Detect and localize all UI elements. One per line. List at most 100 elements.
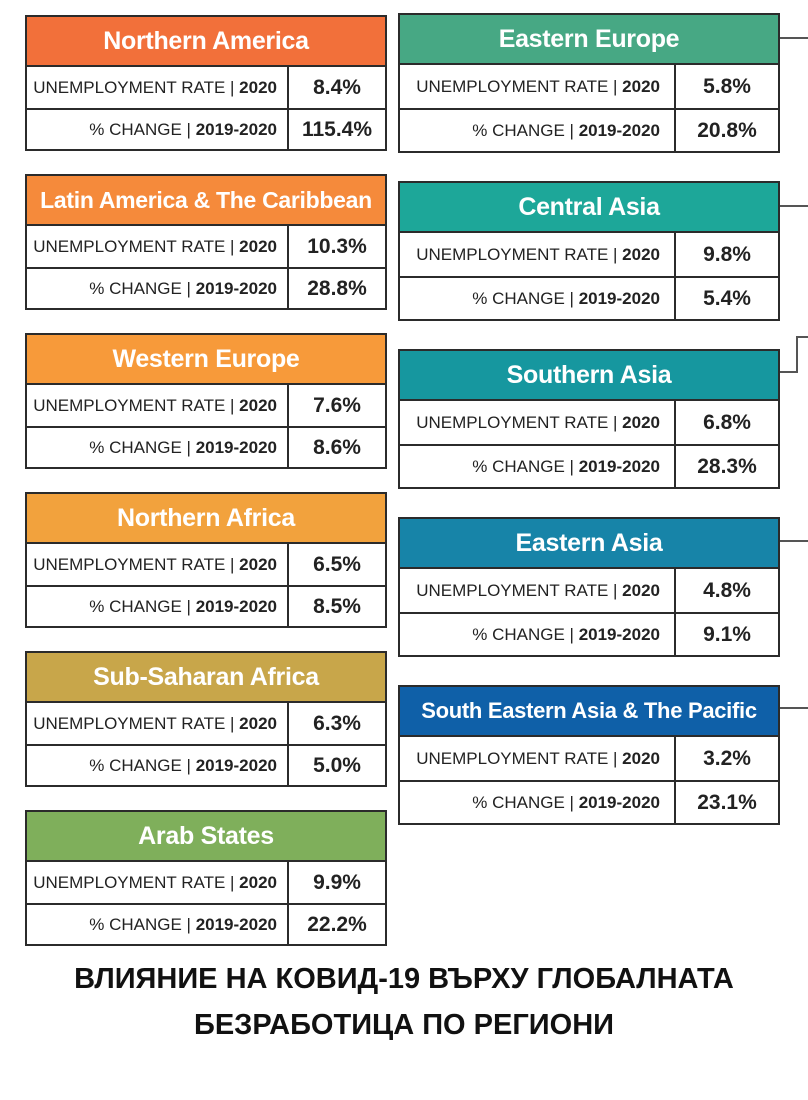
region-card-northern-africa: Northern Africa UNEMPLOYMENT RATE | 2020… xyxy=(25,492,387,628)
unemployment-rate-row: UNEMPLOYMENT RATE | 2020 10.3% xyxy=(27,226,385,267)
change-label: % CHANGE | xyxy=(472,288,574,308)
rate-label: UNEMPLOYMENT RATE | xyxy=(33,77,235,97)
rate-value: 6.8% xyxy=(703,410,751,434)
rate-label: UNEMPLOYMENT RATE | xyxy=(33,395,235,415)
region-title: Arab States xyxy=(27,812,385,862)
change-label: % CHANGE | xyxy=(89,755,191,775)
rate-year: 2020 xyxy=(239,713,277,733)
rate-year: 2020 xyxy=(239,554,277,574)
rate-label: UNEMPLOYMENT RATE | xyxy=(33,872,235,892)
region-title: Southern Asia xyxy=(400,351,778,401)
change-value: 23.1% xyxy=(697,790,757,814)
rate-label: UNEMPLOYMENT RATE | xyxy=(416,748,618,768)
rate-value: 3.2% xyxy=(703,746,751,770)
rate-label: UNEMPLOYMENT RATE | xyxy=(33,236,235,256)
rate-value: 7.6% xyxy=(313,393,361,417)
region-title: Sub-Saharan Africa xyxy=(27,653,385,703)
change-years: 2019-2020 xyxy=(578,624,660,644)
rate-label: UNEMPLOYMENT RATE | xyxy=(416,76,618,96)
unemployment-rate-row: UNEMPLOYMENT RATE | 2020 6.8% xyxy=(400,401,778,444)
connector-line xyxy=(780,37,808,39)
change-label: % CHANGE | xyxy=(89,437,191,457)
percent-change-row: % CHANGE | 2019-2020 115.4% xyxy=(27,108,385,149)
region-title: Western Europe xyxy=(27,335,385,385)
region-card-arab-states: Arab States UNEMPLOYMENT RATE | 2020 9.9… xyxy=(25,810,387,946)
change-years: 2019-2020 xyxy=(578,792,660,812)
change-label: % CHANGE | xyxy=(472,792,574,812)
connector-line xyxy=(780,540,808,542)
connector-line xyxy=(796,336,808,338)
caption-line-2: БЕЗРАБОТИЦА ПО РЕГИОНИ xyxy=(193,1009,614,1041)
change-label: % CHANGE | xyxy=(89,119,191,139)
unemployment-rate-row: UNEMPLOYMENT RATE | 2020 9.9% xyxy=(27,862,385,903)
change-years: 2019-2020 xyxy=(578,288,660,308)
unemployment-rate-row: UNEMPLOYMENT RATE | 2020 6.5% xyxy=(27,544,385,585)
percent-change-row: % CHANGE | 2019-2020 23.1% xyxy=(400,780,778,823)
region-title: Eastern Asia xyxy=(400,519,778,569)
percent-change-row: % CHANGE | 2019-2020 20.8% xyxy=(400,108,778,151)
rate-label: UNEMPLOYMENT RATE | xyxy=(416,580,618,600)
region-card-central-asia: Central Asia UNEMPLOYMENT RATE | 2020 9.… xyxy=(398,181,780,321)
rate-year: 2020 xyxy=(622,748,660,768)
change-label: % CHANGE | xyxy=(89,596,191,616)
connector-line xyxy=(780,205,808,207)
connector-line xyxy=(780,371,798,373)
change-label: % CHANGE | xyxy=(89,914,191,934)
region-title: Northern Africa xyxy=(27,494,385,544)
change-value: 22.2% xyxy=(307,912,367,936)
percent-change-row: % CHANGE | 2019-2020 28.3% xyxy=(400,444,778,487)
region-title: South Eastern Asia & The Pacific xyxy=(400,687,778,737)
rate-year: 2020 xyxy=(622,244,660,264)
percent-change-row: % CHANGE | 2019-2020 5.0% xyxy=(27,744,385,785)
rate-label: UNEMPLOYMENT RATE | xyxy=(416,244,618,264)
region-card-eastern-asia: Eastern Asia UNEMPLOYMENT RATE | 2020 4.… xyxy=(398,517,780,657)
region-card-latin-america: Latin America & The Caribbean UNEMPLOYME… xyxy=(25,174,387,310)
region-card-eastern-europe: Eastern Europe UNEMPLOYMENT RATE | 2020 … xyxy=(398,13,780,153)
percent-change-row: % CHANGE | 2019-2020 9.1% xyxy=(400,612,778,655)
change-value: 115.4% xyxy=(301,117,373,141)
connector-line xyxy=(796,336,798,373)
unemployment-rate-row: UNEMPLOYMENT RATE | 2020 4.8% xyxy=(400,569,778,612)
change-value: 5.0% xyxy=(313,753,361,777)
change-label: % CHANGE | xyxy=(472,456,574,476)
rate-value: 8.4% xyxy=(313,75,361,99)
rate-year: 2020 xyxy=(239,77,277,97)
rate-label: UNEMPLOYMENT RATE | xyxy=(33,554,235,574)
unemployment-rate-row: UNEMPLOYMENT RATE | 2020 6.3% xyxy=(27,703,385,744)
unemployment-rate-row: UNEMPLOYMENT RATE | 2020 9.8% xyxy=(400,233,778,276)
change-label: % CHANGE | xyxy=(472,120,574,140)
rate-year: 2020 xyxy=(239,395,277,415)
rate-year: 2020 xyxy=(622,76,660,96)
change-value: 8.6% xyxy=(313,435,361,459)
percent-change-row: % CHANGE | 2019-2020 28.8% xyxy=(27,267,385,308)
region-card-southern-asia: Southern Asia UNEMPLOYMENT RATE | 2020 6… xyxy=(398,349,780,489)
rate-value: 9.8% xyxy=(703,242,751,266)
percent-change-row: % CHANGE | 2019-2020 8.6% xyxy=(27,426,385,467)
rate-label: UNEMPLOYMENT RATE | xyxy=(416,412,618,432)
rate-year: 2020 xyxy=(622,580,660,600)
region-card-western-europe: Western Europe UNEMPLOYMENT RATE | 2020 … xyxy=(25,333,387,469)
change-value: 8.5% xyxy=(313,594,361,618)
region-title: Eastern Europe xyxy=(400,15,778,65)
rate-value: 6.5% xyxy=(313,552,361,576)
rate-year: 2020 xyxy=(239,236,277,256)
rate-value: 6.3% xyxy=(313,711,361,735)
unemployment-rate-row: UNEMPLOYMENT RATE | 2020 7.6% xyxy=(27,385,385,426)
change-value: 9.1% xyxy=(703,622,751,646)
unemployment-rate-row: UNEMPLOYMENT RATE | 2020 3.2% xyxy=(400,737,778,780)
region-card-south-eastern-asia: South Eastern Asia & The Pacific UNEMPLO… xyxy=(398,685,780,825)
rate-year: 2020 xyxy=(622,412,660,432)
change-years: 2019-2020 xyxy=(195,914,277,934)
percent-change-row: % CHANGE | 2019-2020 22.2% xyxy=(27,903,385,944)
rate-value: 4.8% xyxy=(703,578,751,602)
change-label: % CHANGE | xyxy=(89,278,191,298)
rate-value: 5.8% xyxy=(703,74,751,98)
caption-line-1: ВЛИЯНИЕ НА КОВИД-19 ВЪРХУ ГЛОБАЛНАТА xyxy=(74,963,734,995)
change-years: 2019-2020 xyxy=(195,278,277,298)
rate-year: 2020 xyxy=(239,872,277,892)
rate-value: 9.9% xyxy=(313,870,361,894)
change-years: 2019-2020 xyxy=(195,596,277,616)
change-value: 28.3% xyxy=(697,454,757,478)
unemployment-rate-row: UNEMPLOYMENT RATE | 2020 5.8% xyxy=(400,65,778,108)
change-years: 2019-2020 xyxy=(578,120,660,140)
